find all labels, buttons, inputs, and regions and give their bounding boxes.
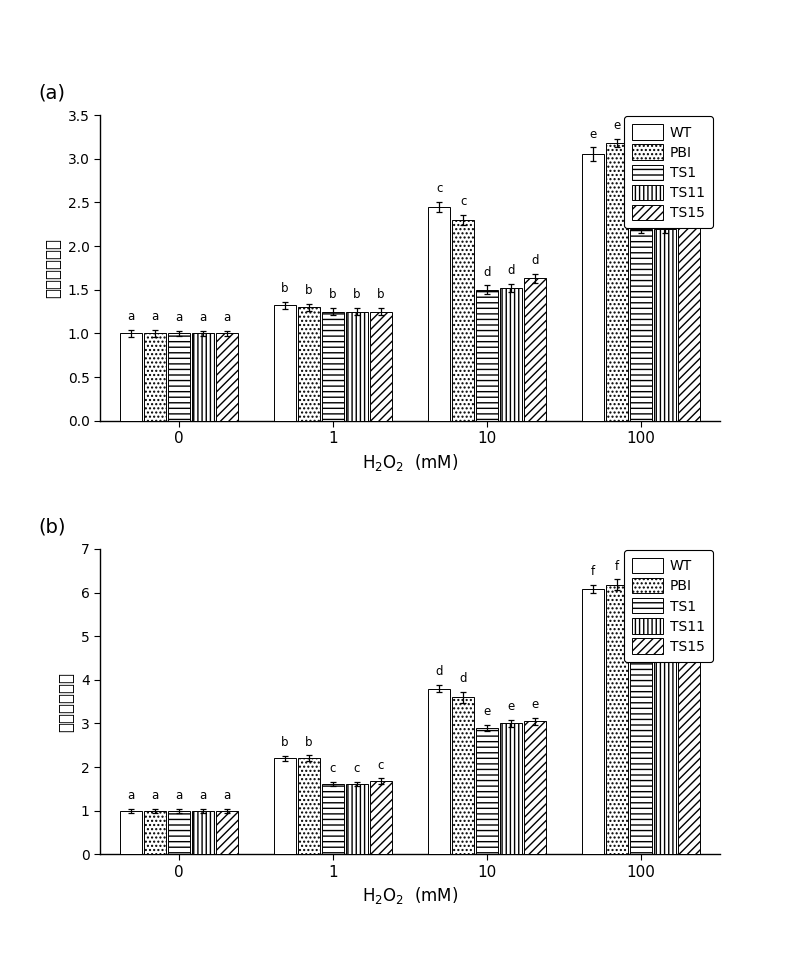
Bar xyxy=(476,290,498,420)
Bar xyxy=(630,625,652,854)
Text: e: e xyxy=(590,128,597,141)
Text: e: e xyxy=(614,119,621,132)
Text: d: d xyxy=(507,264,514,276)
Text: e: e xyxy=(507,700,514,713)
Bar xyxy=(582,155,605,420)
Bar xyxy=(500,288,522,420)
X-axis label: H$_2$O$_2$  (mM): H$_2$O$_2$ (mM) xyxy=(362,451,458,472)
Bar xyxy=(322,312,344,420)
Bar xyxy=(606,143,628,420)
Text: d: d xyxy=(483,266,491,278)
Bar xyxy=(168,333,190,420)
Bar xyxy=(215,811,238,854)
Bar xyxy=(274,758,296,854)
Text: c: c xyxy=(436,181,442,195)
Bar xyxy=(370,781,392,854)
Bar xyxy=(524,721,546,854)
Bar xyxy=(476,728,498,854)
Text: b: b xyxy=(282,282,289,296)
Bar xyxy=(428,688,450,854)
Bar xyxy=(298,307,320,420)
Text: a: a xyxy=(199,789,206,803)
Text: b: b xyxy=(306,735,313,749)
Bar xyxy=(215,333,238,420)
Text: c: c xyxy=(354,762,360,775)
Text: a: a xyxy=(151,789,158,802)
Text: c: c xyxy=(378,758,384,772)
Text: b: b xyxy=(353,288,361,301)
Text: a: a xyxy=(151,310,158,324)
Text: (a): (a) xyxy=(38,84,65,103)
Bar xyxy=(274,305,296,420)
Bar xyxy=(678,604,700,854)
Text: f: f xyxy=(591,565,595,578)
Bar xyxy=(322,783,344,854)
Text: g: g xyxy=(662,594,669,608)
Text: b: b xyxy=(282,736,289,749)
Bar xyxy=(630,228,652,420)
Text: a: a xyxy=(127,789,134,802)
Text: d: d xyxy=(531,254,538,267)
Y-axis label: 细胞死亡倍数: 细胞死亡倍数 xyxy=(57,672,75,732)
Bar xyxy=(606,585,628,854)
Bar xyxy=(346,312,368,420)
Bar xyxy=(678,216,700,420)
Text: a: a xyxy=(175,789,182,803)
Bar xyxy=(120,811,142,854)
Bar xyxy=(346,783,368,854)
Text: b: b xyxy=(306,284,313,297)
Text: c: c xyxy=(330,762,336,775)
Bar xyxy=(168,811,190,854)
Text: b: b xyxy=(377,288,385,301)
Text: a: a xyxy=(127,310,134,324)
Text: d: d xyxy=(459,672,467,685)
Text: e: e xyxy=(531,698,538,711)
Bar xyxy=(192,333,214,420)
Bar xyxy=(582,589,605,854)
Legend: WT, PBI, TS1, TS11, TS15: WT, PBI, TS1, TS11, TS15 xyxy=(624,550,713,662)
Text: a: a xyxy=(223,311,230,324)
Bar xyxy=(370,312,392,420)
Text: c: c xyxy=(638,204,645,218)
Text: c: c xyxy=(460,195,466,208)
Text: c: c xyxy=(686,191,692,204)
Bar xyxy=(120,333,142,420)
X-axis label: H$_2$O$_2$  (mM): H$_2$O$_2$ (mM) xyxy=(362,885,458,906)
Text: g: g xyxy=(638,600,645,613)
Text: e: e xyxy=(483,705,490,718)
Bar xyxy=(298,758,320,854)
Text: f: f xyxy=(615,560,619,573)
Bar xyxy=(500,724,522,854)
Bar xyxy=(452,697,474,854)
Legend: WT, PBI, TS1, TS11, TS15: WT, PBI, TS1, TS11, TS15 xyxy=(624,116,713,228)
Text: a: a xyxy=(175,311,182,324)
Text: b: b xyxy=(329,288,337,301)
Bar xyxy=(192,811,214,854)
Text: a: a xyxy=(199,311,206,324)
Text: a: a xyxy=(223,789,230,803)
Bar xyxy=(144,333,166,420)
Text: c: c xyxy=(662,204,668,218)
Text: g: g xyxy=(686,580,693,592)
Text: d: d xyxy=(435,665,443,679)
Bar xyxy=(654,228,676,420)
Bar xyxy=(524,278,546,420)
Text: (b): (b) xyxy=(38,517,66,537)
Bar xyxy=(654,619,676,854)
Bar xyxy=(452,220,474,420)
Y-axis label: 细胞死亡倍数: 细胞死亡倍数 xyxy=(44,238,62,298)
Bar xyxy=(428,206,450,420)
Bar xyxy=(144,811,166,854)
